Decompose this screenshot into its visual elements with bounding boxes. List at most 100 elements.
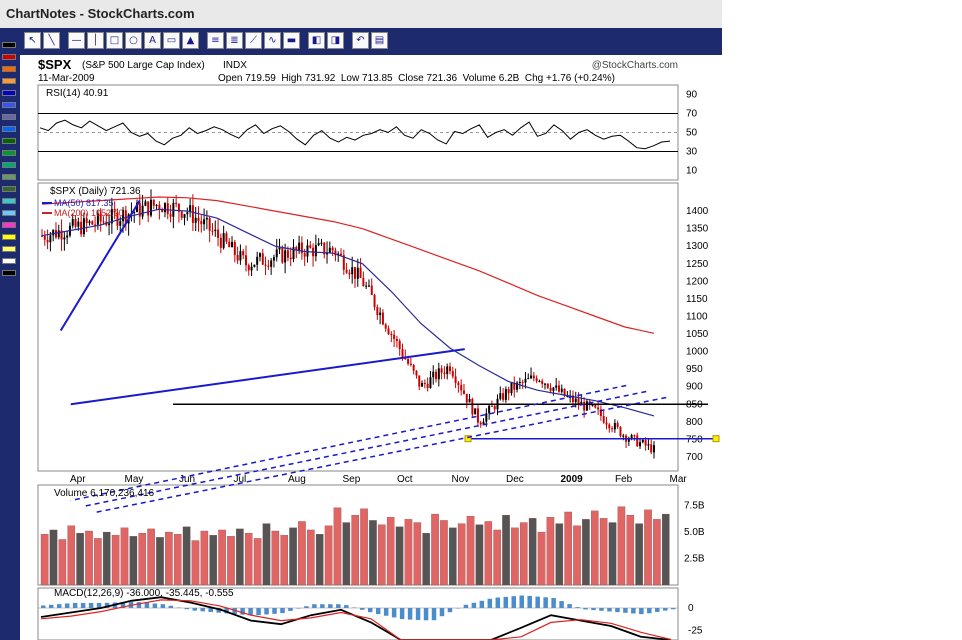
macd-histogram-bar: [495, 597, 501, 608]
undo-tool[interactable]: ↶: [352, 32, 369, 49]
volume-tick-label: 5.0B: [684, 527, 705, 538]
price-body: [479, 422, 482, 425]
price-body: [401, 348, 404, 357]
volume-bar: [289, 527, 297, 586]
palette-swatch[interactable]: [2, 126, 16, 132]
palette-swatch[interactable]: [2, 78, 16, 84]
month-tick-label: Sep: [343, 474, 361, 485]
palette-swatch[interactable]: [2, 246, 16, 252]
price-body: [144, 201, 147, 206]
macd-histogram-bar: [583, 608, 588, 610]
volume-bar: [599, 518, 608, 586]
arrow-tool[interactable]: ▲: [182, 32, 199, 49]
price-body: [323, 242, 326, 255]
macd-title: MACD(12,26,9) -36.000, -35.445, -0.555: [54, 588, 234, 599]
price-body: [245, 255, 247, 266]
move-left-tool[interactable]: ◧: [308, 32, 325, 49]
price-body: [236, 255, 239, 261]
price-body: [175, 202, 178, 205]
volume-bar: [49, 529, 58, 586]
palette-swatch[interactable]: [2, 162, 16, 168]
palette-swatch[interactable]: [2, 210, 16, 216]
price-body: [605, 422, 608, 425]
palette-swatch[interactable]: [2, 270, 16, 276]
price-body: [295, 247, 298, 251]
horizontal-line-tool[interactable]: —: [68, 32, 85, 49]
color-palette: [0, 28, 20, 640]
palette-swatch[interactable]: [2, 222, 16, 228]
palette-swatch[interactable]: [2, 66, 16, 72]
price-body: [351, 267, 354, 275]
volume-bar: [271, 530, 280, 586]
price-body: [415, 370, 418, 376]
month-tick-label: Aug: [288, 474, 306, 485]
ellipse-tool[interactable]: ○: [125, 32, 142, 49]
price-body: [177, 204, 180, 212]
line-tool[interactable]: ╲: [43, 32, 60, 49]
price-body: [644, 439, 647, 446]
wave-tool[interactable]: ∿: [264, 32, 281, 49]
macd-histogram-bar: [288, 608, 293, 611]
macd-histogram-bar: [72, 602, 78, 608]
palette-swatch[interactable]: [2, 186, 16, 192]
rectangle-tool[interactable]: □: [106, 32, 123, 49]
macd-tick-label: 0: [688, 603, 694, 614]
erase-tool[interactable]: ▤: [371, 32, 388, 49]
palette-swatch[interactable]: [2, 234, 16, 240]
macd-histogram-bar: [639, 608, 644, 615]
fibonacci-tool[interactable]: ≡: [207, 32, 224, 49]
exchange-label: INDX: [223, 60, 247, 71]
rsi-tick-label: 50: [686, 128, 698, 139]
fan-tool[interactable]: ⟋: [245, 32, 262, 49]
palette-swatch[interactable]: [2, 102, 16, 108]
macd-histogram-bar: [647, 608, 652, 614]
palette-swatch[interactable]: [2, 138, 16, 144]
price-body: [214, 229, 217, 231]
price-body: [52, 230, 55, 236]
macd-histogram-bar: [264, 608, 269, 615]
price-body: [264, 264, 267, 266]
macd-histogram-bar: [375, 608, 381, 615]
price-body: [365, 285, 368, 287]
volume-tick-label: 7.5B: [684, 501, 705, 512]
price-body: [611, 428, 614, 430]
move-right-tool[interactable]: ◨: [327, 32, 344, 49]
palette-swatch[interactable]: [2, 42, 16, 48]
price-body: [208, 217, 211, 231]
rsi-chart: 10 30 50 70 90: [38, 90, 698, 177]
price-body: [563, 388, 566, 397]
price-body: [194, 217, 197, 223]
price-body: [616, 423, 619, 427]
text-tool[interactable]: A: [144, 32, 161, 49]
volume-bar: [244, 532, 253, 586]
macd-histogram-bar: [615, 608, 620, 613]
volume-bar: [404, 519, 413, 586]
price-tick-label: 1250: [686, 259, 709, 270]
channel-tool[interactable]: ≣: [226, 32, 243, 49]
volume-bar: [236, 528, 244, 586]
price-body: [309, 245, 312, 248]
ma200-legend: MA(200) 1052.20: [54, 208, 124, 218]
volume-bar: [173, 534, 182, 586]
palette-swatch[interactable]: [2, 174, 16, 180]
pointer-tool[interactable]: ↖: [24, 32, 41, 49]
palette-swatch[interactable]: [2, 198, 16, 204]
price-body: [457, 382, 460, 386]
palette-swatch[interactable]: [2, 150, 16, 156]
callout-tool[interactable]: ▭: [163, 32, 180, 49]
macd-histogram-bar: [304, 606, 309, 608]
price-body: [580, 401, 583, 405]
palette-swatch[interactable]: [2, 114, 16, 120]
price-body: [96, 213, 99, 225]
macd-histogram-bar: [511, 596, 517, 608]
vertical-line-tool[interactable]: │: [87, 32, 104, 49]
macd-histogram-bar: [136, 602, 142, 608]
palette-swatch[interactable]: [2, 90, 16, 96]
macd-histogram-bar: [41, 605, 46, 608]
volume-bar: [307, 529, 315, 586]
palette-swatch[interactable]: [2, 54, 16, 60]
volume-bar: [102, 531, 111, 586]
palette-swatch[interactable]: [2, 258, 16, 264]
price-body: [585, 401, 588, 411]
color-tool[interactable]: ▬: [283, 32, 300, 49]
